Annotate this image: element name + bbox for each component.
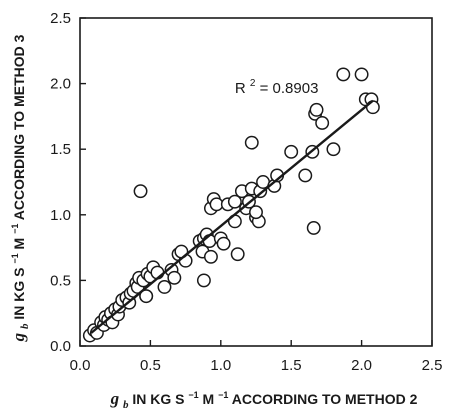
x-tick-label: 0.5 [140,357,161,374]
data-points [82,67,380,343]
y-axis-title: g b IN KG S −1 M −1 ACCORDING TO METHOD … [5,34,31,342]
regression-line-group [90,99,374,334]
x-axis-subscript: b [123,399,129,411]
data-point [244,135,259,150]
y-axis-subscript: b [19,323,31,329]
y-axis-text-1: IN KG S [11,267,27,319]
r-squared-sup: 2 [250,78,256,89]
data-point [249,205,263,220]
data-point [167,270,182,285]
y-axis-sup-2: −1 [10,224,20,234]
r-squared-value: = 0.8903 [260,80,319,97]
data-point [306,220,321,235]
x-axis-sup-2: −1 [218,390,228,400]
data-point [133,184,148,199]
data-point [203,249,218,264]
r-squared-annotation: R 2 = 0.8903 [235,73,319,97]
r-squared-prefix: R [235,80,246,97]
x-tick-label: 2.5 [422,357,443,374]
x-axis-text-3: ACCORDING TO METHOD 2 [232,391,418,407]
x-axis-symbol: g [110,389,120,408]
y-axis-sup-1: −1 [10,253,20,263]
y-tick-label: 1.0 [50,207,71,224]
x-tick-label: 1.0 [210,357,231,374]
data-point [298,168,313,183]
data-point [284,144,299,159]
data-point [309,102,324,117]
y-axis-symbol: g [9,332,28,342]
data-point [196,273,211,288]
x-tick-label: 2.0 [351,357,372,374]
y-tick-label: 0.0 [50,338,71,355]
x-axis-title: g b IN KG S −1 M −1 ACCORDING TO METHOD … [110,385,418,411]
data-point [227,194,242,209]
data-point [336,67,351,82]
x-tick-label: 0.0 [70,357,91,374]
y-tick-label: 1.5 [50,141,71,158]
data-point [230,247,245,262]
data-point [157,280,172,294]
y-tick-label: 2.0 [50,76,71,93]
data-point [326,142,341,157]
y-axis-text-2: M [11,238,27,250]
y-axis-ticks: 0.0 0.5 1.0 1.5 2.0 2.5 [50,10,86,355]
y-axis-text-3: ACCORDING TO METHOD 3 [11,34,27,220]
data-point [139,289,154,304]
data-point [216,236,231,251]
y-tick-label: 0.5 [50,272,71,289]
plot-frame [79,17,433,347]
x-axis-ticks: 0.0 0.5 1.0 1.5 2.0 2.5 [70,340,443,374]
x-tick-label: 1.5 [281,357,302,374]
x-axis-sup-1: −1 [188,390,198,400]
x-axis-text-1: IN KG S [132,391,184,407]
data-point [315,116,330,130]
data-point [354,67,369,82]
y-tick-label: 2.5 [50,10,71,27]
regression-line [90,99,374,334]
x-axis-text-2: M [203,391,215,407]
